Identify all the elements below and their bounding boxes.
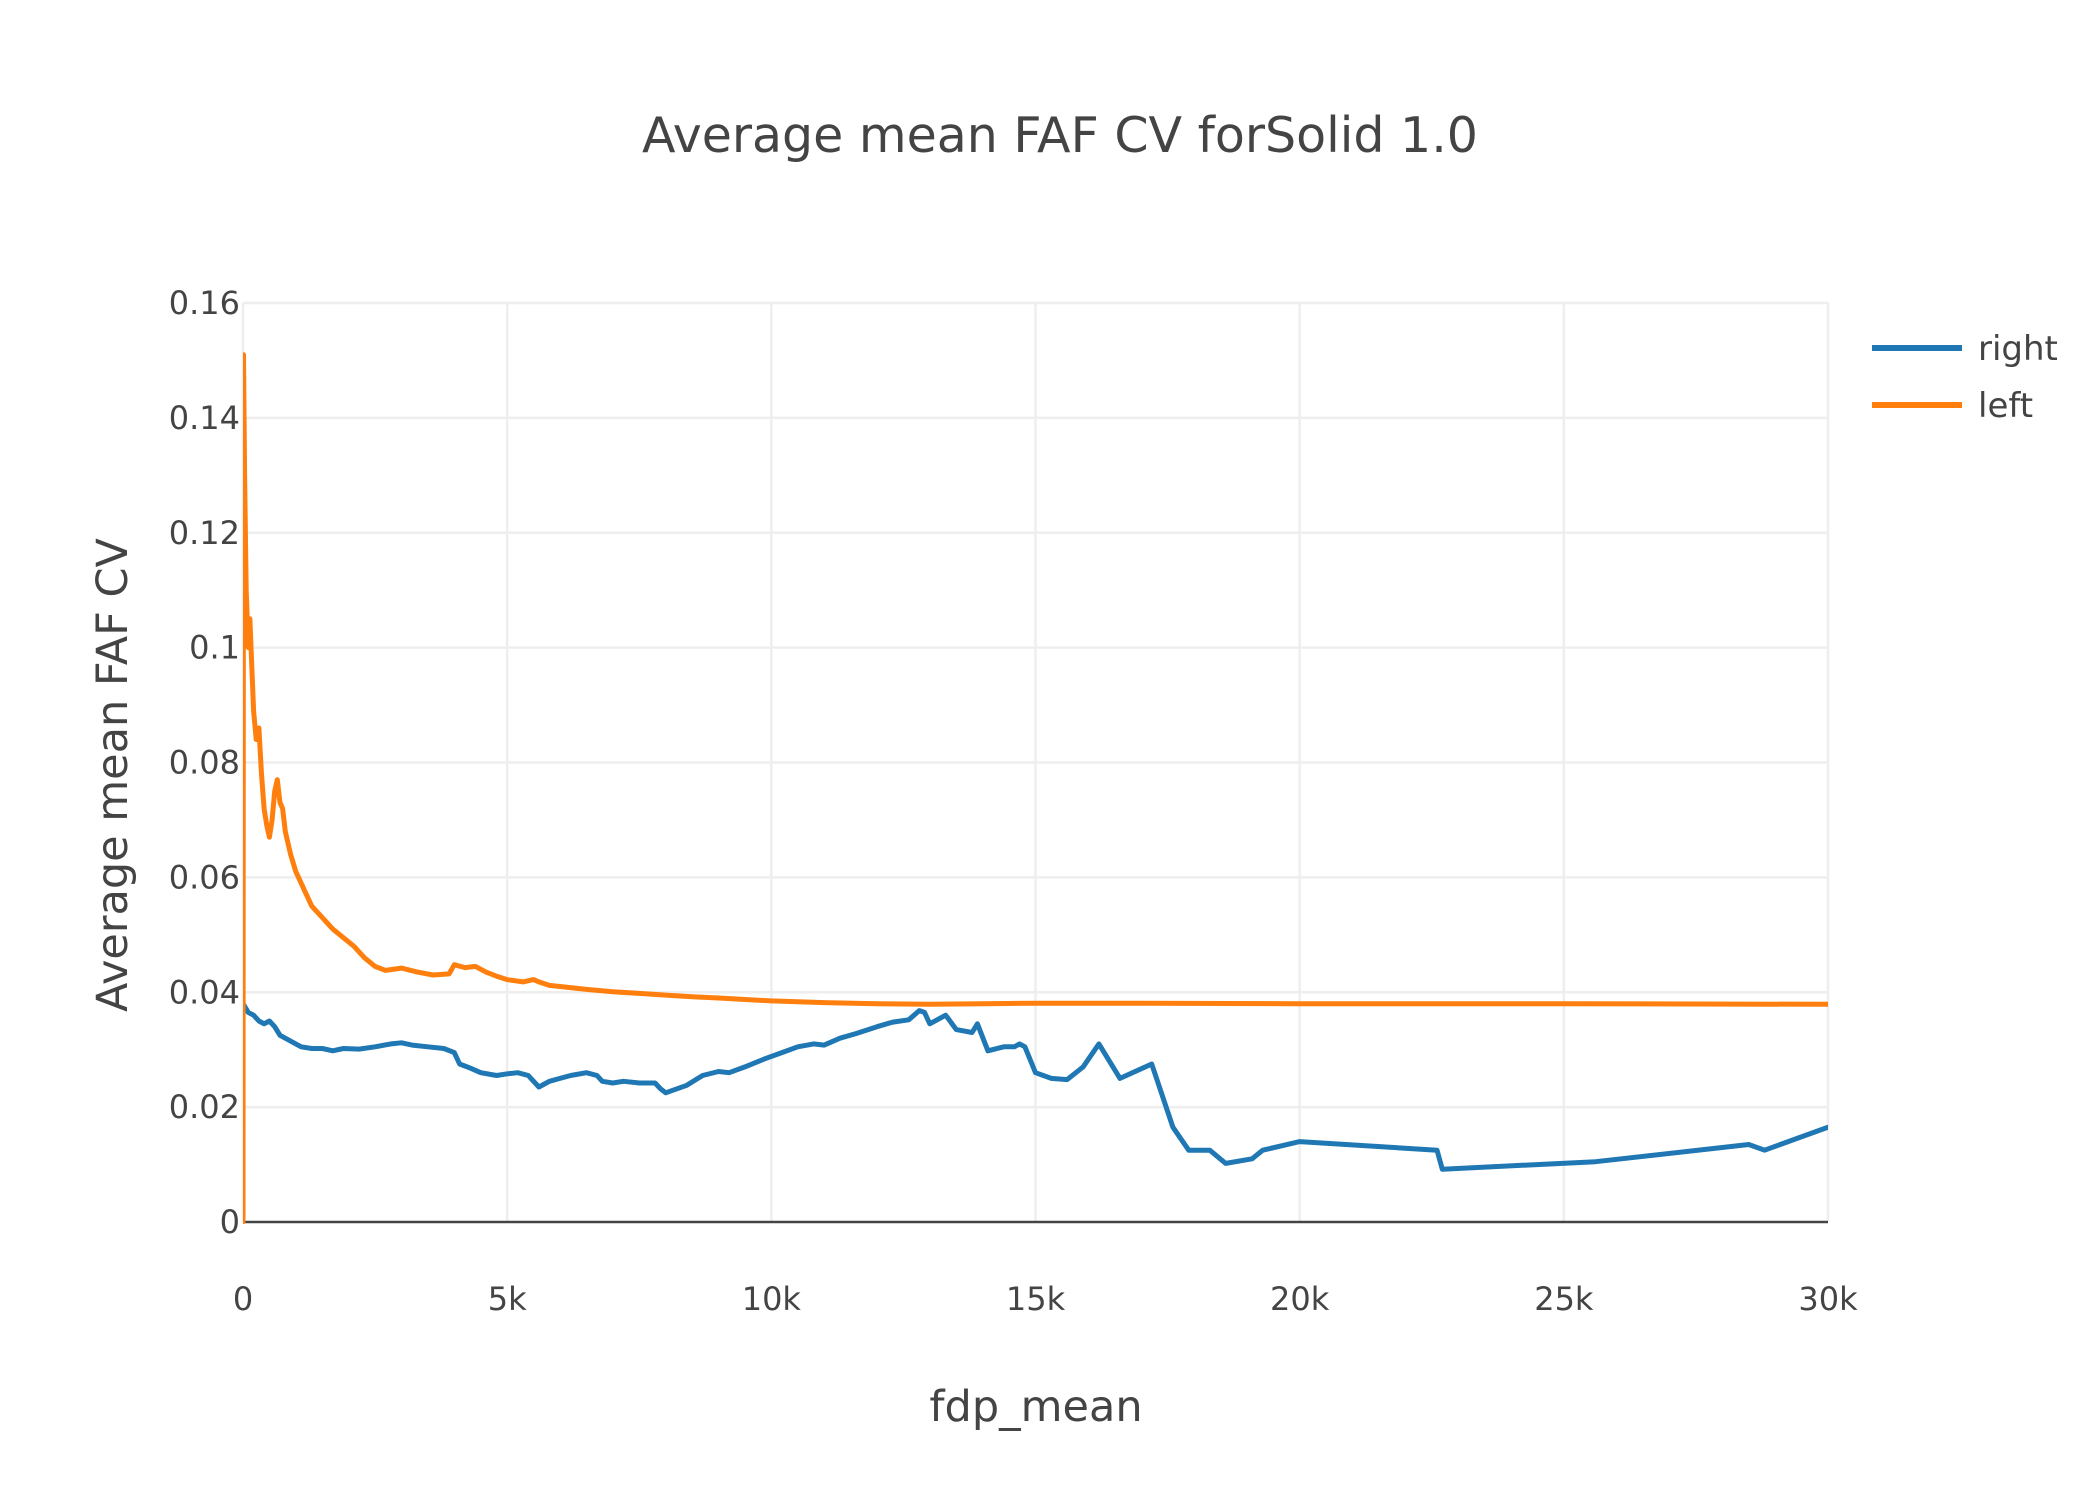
x-tick-label: 0: [233, 1280, 253, 1318]
x-axis-title: fdp_mean: [929, 1382, 1142, 1432]
y-tick-label: 0.14: [169, 399, 240, 437]
y-tick-label: 0.16: [169, 284, 240, 322]
y-axis: 0 0.02 0.04 0.06 0.08 0.1 0.12 0.14 0.16: [169, 284, 240, 1241]
y-tick-label: 0.08: [169, 744, 240, 782]
y-tick-label: 0.04: [169, 973, 240, 1011]
y-tick-label: 0.1: [189, 629, 240, 667]
plot-area: [243, 352, 1828, 1224]
y-tick-label: 0.06: [169, 858, 240, 896]
y-tick-label: 0.12: [169, 514, 240, 552]
x-tick-label: 15k: [1006, 1280, 1066, 1318]
y-axis-title: Average mean FAF CV: [88, 537, 138, 1011]
series-line-left: [243, 352, 1828, 1224]
grid: [241, 301, 1830, 1224]
series-line-right: [243, 1001, 1828, 1172]
x-tick-label: 10k: [742, 1280, 802, 1318]
x-tick-label: 25k: [1534, 1280, 1594, 1318]
x-tick-label: 5k: [488, 1280, 527, 1318]
legend: right left: [1872, 329, 2058, 426]
x-tick-label: 20k: [1270, 1280, 1330, 1318]
x-axis: 0 5k 10k 15k 20k 25k 30k: [233, 1280, 1858, 1318]
x-tick-label: 30k: [1798, 1280, 1858, 1318]
legend-label-left: left: [1978, 386, 2033, 426]
chart-title: Average mean FAF CV forSolid 1.0: [642, 107, 1478, 164]
y-tick-label: 0.02: [169, 1088, 240, 1126]
legend-label-right: right: [1978, 329, 2058, 369]
y-tick-label: 0: [220, 1203, 240, 1241]
